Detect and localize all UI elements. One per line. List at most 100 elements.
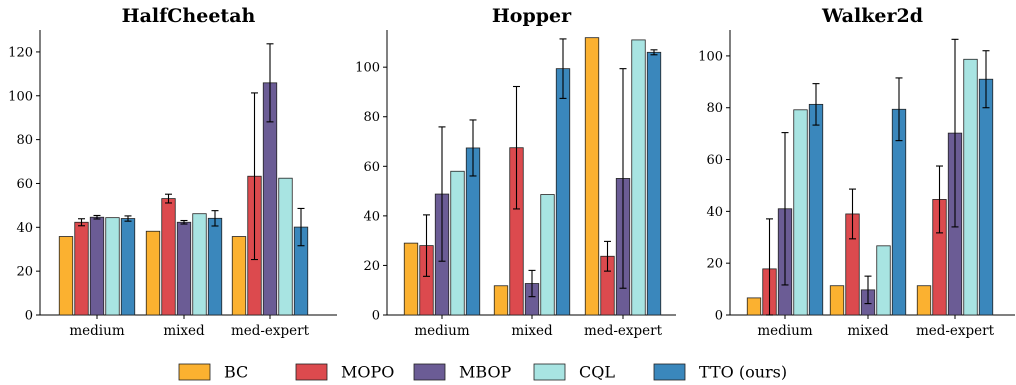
bar-cql-medium <box>450 170 465 316</box>
chart-panel-walker2d: Walker2d 0 20 40 60 80 100 medium mixed med-exper… <box>698 5 1015 339</box>
error-bar <box>650 49 658 56</box>
legend-label: CQL <box>579 363 615 382</box>
error-bar <box>251 92 258 261</box>
bar-tto-med-expert <box>978 78 994 316</box>
y-tick-label: 0 <box>715 309 723 324</box>
legend: BC MOPO MBOP CQL TTO (ours) <box>178 363 787 382</box>
chart-title: HalfCheetah <box>122 5 256 27</box>
x-tick-label: mixed <box>511 323 553 339</box>
legend-item-mbop: MBOP <box>413 363 512 382</box>
y-tick-label: 20 <box>16 265 33 280</box>
error-bar <box>513 85 520 210</box>
chart-title: Walker2d <box>821 5 923 27</box>
x-tick-label: mixed <box>847 323 889 339</box>
bar-bc-mixed <box>493 285 509 316</box>
error-bar <box>438 126 446 262</box>
error-bar <box>864 275 872 305</box>
x-tick-label: med-expert <box>231 323 310 339</box>
y-tick-label: 40 <box>16 221 33 236</box>
legend-swatch <box>178 363 211 381</box>
y-tick-label: 40 <box>706 205 723 220</box>
bar-tto-medium <box>808 103 824 316</box>
bar-mbop-medium <box>89 216 105 316</box>
x-tick-label: medium <box>414 323 469 339</box>
error-bar <box>604 240 611 272</box>
legend-item-tto: TTO (ours) <box>653 363 787 382</box>
legend-swatch <box>653 363 686 381</box>
bar-mopo-medium <box>74 221 89 316</box>
error-bar <box>936 165 943 234</box>
bar-bc-medium <box>746 297 762 316</box>
bar-cql-med-expert <box>278 177 293 316</box>
error-bar <box>266 43 274 123</box>
bar-bc-medium <box>58 236 74 316</box>
x-tick-label: medium <box>69 323 124 339</box>
bar-cql-med-expert <box>631 39 646 316</box>
y-tick-label: 100 <box>8 89 33 104</box>
bar-cql-med-expert <box>963 58 978 316</box>
error-bar <box>124 215 132 222</box>
error-bar <box>423 214 430 277</box>
bar-bc-med-expert <box>916 285 932 316</box>
legend-label: MBOP <box>459 363 512 382</box>
error-bar <box>211 210 219 227</box>
legend-label: TTO (ours) <box>699 363 787 382</box>
error-bar <box>297 207 305 247</box>
bar-mbop-mixed <box>176 221 192 316</box>
y-tick-label: 80 <box>706 101 723 116</box>
x-tick-label: med-expert <box>916 323 995 339</box>
legend-label: MOPO <box>341 363 394 382</box>
error-bar <box>93 214 101 220</box>
bar-tto-mixed <box>207 217 223 316</box>
bar-cql-mixed <box>876 245 891 316</box>
error-bar <box>982 50 990 109</box>
y-tick-label: 0 <box>372 309 380 324</box>
y-tick-label: 60 <box>706 153 723 168</box>
error-bar <box>78 218 85 227</box>
y-tick-label: 40 <box>363 209 380 224</box>
y-tick-label: 20 <box>706 257 723 272</box>
error-bar <box>781 132 789 286</box>
legend-swatch <box>413 363 446 381</box>
x-tick-label: med-expert <box>584 323 663 339</box>
error-bar <box>766 218 773 316</box>
bar-bc-med-expert <box>231 236 247 316</box>
chart-panel-hopper: Hopper 0 20 40 60 80 100 medium mixed med-expert <box>355 5 676 339</box>
y-tick-label: 120 <box>8 45 33 60</box>
legend-item-bc: BC <box>178 363 248 382</box>
error-bar <box>812 83 820 126</box>
error-bar <box>528 269 536 298</box>
legend-swatch <box>533 363 566 381</box>
bar-cql-mixed <box>540 194 555 316</box>
bar-bc-mixed <box>829 285 845 316</box>
x-tick-label: mixed <box>163 323 205 339</box>
y-tick-label: 100 <box>355 61 380 76</box>
bar-tto-med-expert <box>646 51 662 316</box>
bar-bc-mixed <box>145 230 161 316</box>
y-tick-label: 0 <box>25 309 33 324</box>
bar-tto-medium <box>120 218 136 316</box>
chart-panel-halfcheetah: HalfCheetah 0 20 40 60 80 100 120 medium mixed med… <box>8 5 337 339</box>
y-tick-label: 80 <box>16 133 33 148</box>
bar-tto-mixed <box>555 68 571 316</box>
error-bar <box>619 68 627 289</box>
legend-swatch <box>295 363 328 381</box>
bar-cql-medium <box>793 109 808 316</box>
y-tick-label: 20 <box>363 259 380 274</box>
bar-mopo-mixed <box>161 198 176 316</box>
error-bar <box>180 219 188 225</box>
error-bar <box>559 38 567 99</box>
error-bar <box>951 38 959 228</box>
chart-title: Hopper <box>492 5 572 27</box>
bar-bc-medium <box>403 242 419 316</box>
y-tick-label: 60 <box>363 160 380 175</box>
y-tick-label: 80 <box>363 110 380 125</box>
bar-bc-med-expert <box>584 37 600 316</box>
error-bar <box>469 119 477 177</box>
legend-item-mopo: MOPO <box>295 363 394 382</box>
legend-label: BC <box>224 363 248 382</box>
y-tick-label: 100 <box>698 49 723 64</box>
error-bar <box>895 77 903 142</box>
y-tick-label: 60 <box>16 177 33 192</box>
